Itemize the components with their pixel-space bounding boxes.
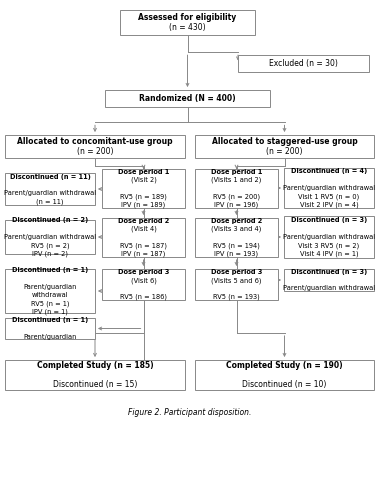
Bar [5, 135, 185, 158]
Text: Dose period 3: Dose period 3 [211, 269, 262, 275]
Bar [195, 218, 278, 257]
Text: Visit 3 RV5 (n = 2): Visit 3 RV5 (n = 2) [298, 242, 360, 248]
Text: Parent/guardian withdrawal: Parent/guardian withdrawal [283, 185, 375, 191]
Text: IPV (n = 193): IPV (n = 193) [215, 251, 258, 258]
Text: Discontinued (n = 2): Discontinued (n = 2) [12, 218, 88, 224]
Text: Discontinued (n = 3): Discontinued (n = 3) [291, 218, 367, 224]
Bar [105, 90, 270, 107]
Text: Discontinued (n = 1): Discontinued (n = 1) [12, 317, 88, 323]
Text: (n = 11): (n = 11) [36, 198, 64, 205]
Text: Parent/guardian withdrawal: Parent/guardian withdrawal [4, 234, 96, 240]
Text: (Visit 6): (Visit 6) [130, 277, 157, 283]
Bar [195, 135, 374, 158]
Text: (Visit 2): (Visit 2) [130, 177, 157, 184]
Bar [5, 360, 185, 390]
Text: (Visits 3 and 4): (Visits 3 and 4) [211, 226, 262, 232]
Text: IPV (n = 196): IPV (n = 196) [215, 202, 258, 208]
Text: Dose period 1: Dose period 1 [118, 169, 169, 175]
Text: Discontinued (n = 3): Discontinued (n = 3) [291, 268, 367, 274]
Text: (n = 430): (n = 430) [169, 23, 206, 32]
Text: Dose period 1: Dose period 1 [211, 169, 262, 175]
Bar [5, 173, 95, 205]
Text: Dose period 2: Dose period 2 [211, 218, 262, 224]
Text: Discontinued (n = 15): Discontinued (n = 15) [53, 380, 137, 389]
Text: RV5 (n = 2): RV5 (n = 2) [31, 242, 69, 248]
Bar [195, 269, 278, 300]
Text: Randomized (N = 400): Randomized (N = 400) [139, 94, 236, 103]
Text: Parent/guardian: Parent/guardian [23, 334, 77, 340]
Text: Discontinued (n = 11): Discontinued (n = 11) [9, 174, 91, 180]
Text: Discontinued (n = 10): Discontinued (n = 10) [242, 380, 327, 389]
Bar [284, 168, 374, 208]
Bar [102, 169, 185, 208]
Text: (Visits 5 and 6): (Visits 5 and 6) [211, 277, 262, 283]
Text: Parent/guardian withdrawal: Parent/guardian withdrawal [283, 286, 375, 292]
Text: Discontinued (n = 1): Discontinued (n = 1) [12, 267, 88, 273]
Text: RV5 (n = 200): RV5 (n = 200) [213, 194, 260, 200]
Text: (Visits 1 and 2): (Visits 1 and 2) [211, 177, 262, 184]
Bar [5, 318, 95, 339]
Text: Assessed for eligibility: Assessed for eligibility [138, 13, 236, 22]
Text: (n = 200): (n = 200) [266, 147, 303, 156]
Text: (n = 200): (n = 200) [77, 147, 113, 156]
Text: Visit 2 IPV (n = 4): Visit 2 IPV (n = 4) [300, 202, 359, 208]
Bar [5, 220, 95, 254]
Bar [5, 269, 95, 313]
Text: Parent/guardian withdrawal: Parent/guardian withdrawal [4, 190, 96, 196]
Text: RV5 (n = 193): RV5 (n = 193) [213, 294, 260, 300]
Bar [284, 216, 374, 258]
Text: IPV (n = 189): IPV (n = 189) [121, 202, 166, 208]
Bar [238, 55, 369, 72]
Bar [102, 269, 185, 300]
Text: RV5 (n = 194): RV5 (n = 194) [213, 242, 260, 249]
Text: (Visit 4): (Visit 4) [130, 226, 157, 232]
Text: Discontinued (n = 4): Discontinued (n = 4) [291, 168, 367, 174]
Text: Allocated to concomitant-use group: Allocated to concomitant-use group [17, 137, 173, 146]
Bar [284, 269, 374, 291]
Text: IPV (n = 1): IPV (n = 1) [32, 308, 68, 315]
Text: RV5 (n = 187): RV5 (n = 187) [120, 242, 167, 249]
Text: Allocated to staggered-use group: Allocated to staggered-use group [211, 137, 357, 146]
Text: IPV (n = 187): IPV (n = 187) [121, 251, 166, 258]
Text: RV5 (n = 1): RV5 (n = 1) [31, 300, 69, 306]
Bar [120, 10, 255, 35]
Text: Parent/guardian withdrawal: Parent/guardian withdrawal [283, 234, 375, 240]
Text: Figure 2. Participant disposition.: Figure 2. Participant disposition. [128, 408, 251, 417]
Text: RV5 (n = 186): RV5 (n = 186) [120, 294, 167, 300]
Bar [195, 169, 278, 208]
Text: Excluded (n = 30): Excluded (n = 30) [269, 59, 338, 68]
Text: Visit 1 RV5 (n = 0): Visit 1 RV5 (n = 0) [298, 193, 360, 200]
Text: Completed Study (n = 185): Completed Study (n = 185) [37, 361, 153, 370]
Bar [195, 360, 374, 390]
Bar [102, 218, 185, 257]
Text: Visit 4 IPV (n = 1): Visit 4 IPV (n = 1) [300, 250, 358, 257]
Text: Completed Study (n = 190): Completed Study (n = 190) [226, 361, 343, 370]
Text: withdrawal: withdrawal [32, 292, 68, 298]
Text: Dose period 2: Dose period 2 [118, 218, 169, 224]
Text: Parent/guardian: Parent/guardian [23, 284, 77, 290]
Text: RV5 (n = 189): RV5 (n = 189) [120, 194, 167, 200]
Text: Dose period 3: Dose period 3 [118, 269, 169, 275]
Text: IPV (n = 2): IPV (n = 2) [32, 250, 68, 257]
